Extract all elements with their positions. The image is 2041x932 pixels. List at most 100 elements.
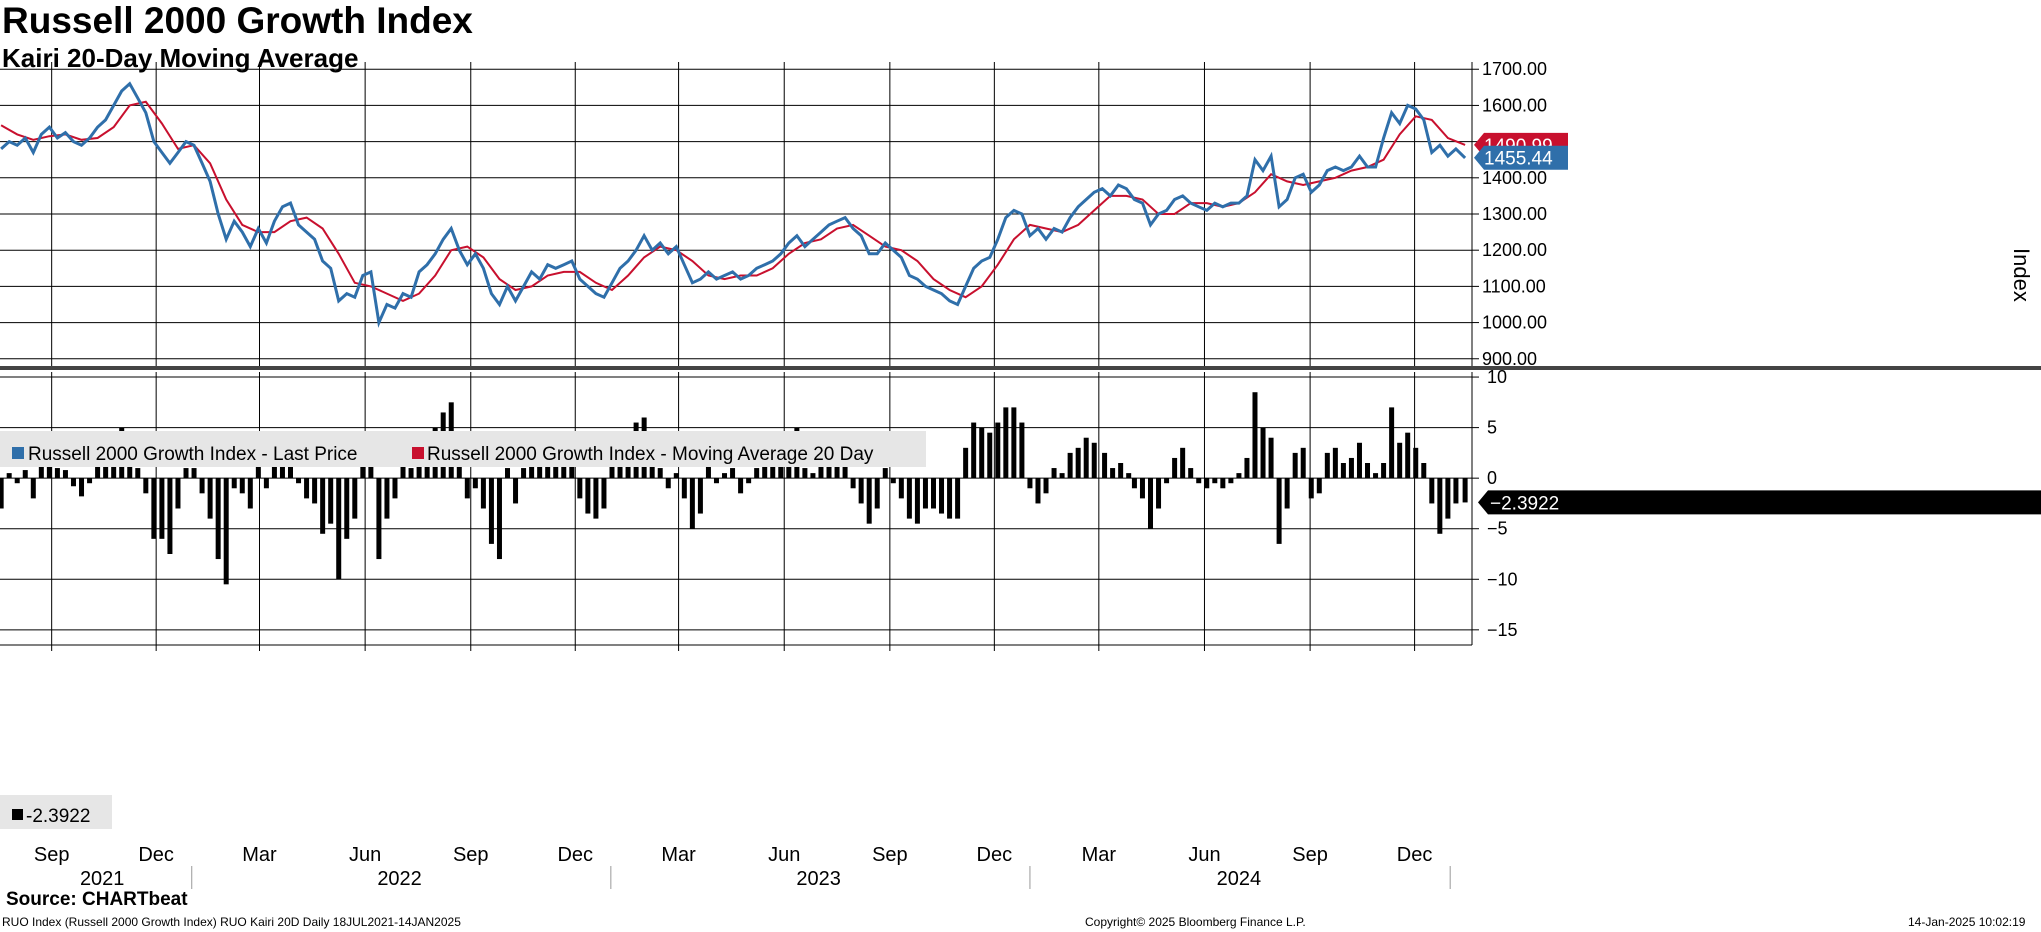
kairi-bars [0,392,1468,585]
kairi-bar [585,478,591,514]
kairi-bar [1284,478,1290,509]
axes: 1700.001600.001500.001400.001300.001200.… [0,59,2041,890]
kairi-bar [376,478,382,560]
kairi-bar [1075,447,1081,479]
kairi-bar [898,478,904,499]
kairi-bar [609,457,615,479]
kairi-bar [1172,457,1178,479]
kairi-bar [1373,473,1379,479]
y-tick-label: 1000.00 [1482,313,1547,333]
kairi-bar [1453,478,1459,504]
kairi-bar [505,468,511,479]
kairi-bar [0,478,4,509]
kairi-bar [320,478,326,534]
kairi-bar [754,468,760,479]
x-year-label: 2021 [80,868,125,890]
legends: Russell 2000 Growth Index - Last Price Ru… [0,431,926,829]
kairi-bar [1051,468,1057,479]
kairi-bar [874,478,880,509]
kairi-bar [1437,478,1443,534]
kairi-bar [1118,463,1124,479]
kairi-bar [464,478,470,499]
kairi-bar [1397,442,1403,479]
kairi-bar [995,422,1001,479]
kairi-bar [1011,407,1017,479]
price-last-badge: 1455.44 [1484,149,1553,170]
x-month-label: Dec [977,844,1013,866]
timestamp: 14-Jan-2025 10:02:19 [1908,915,2026,929]
kairi-bar [1139,478,1145,499]
kairi-bar [215,478,221,560]
kairi-bar [480,478,486,509]
kairi-bar [1148,478,1154,529]
kairi-bar [151,478,157,539]
kairi-bar [1228,478,1234,484]
legend-label-ma: Russell 2000 Growth Index - Moving Avera… [427,444,874,465]
kairi-bar [1180,447,1186,479]
bottom-panel-grid [0,372,1472,645]
kairi-bar [979,427,985,479]
kairi-bar [1102,452,1108,479]
kairi-bar [143,478,149,494]
kairi-bar [858,478,864,504]
kairi-bar [344,478,350,539]
kairi-bar [6,473,12,479]
kairi-bar [713,478,719,484]
y-tick-label: 1100.00 [1482,276,1546,296]
kairi-bar [553,457,559,479]
kairi-bar [1091,442,1097,479]
legend-swatch-price [12,447,24,459]
kairi-bar [987,432,993,479]
kairi-bar [1421,463,1427,479]
kairi-bar [1324,452,1330,479]
kairi-bar [199,478,205,494]
kairi-bar [1389,407,1395,479]
kairi-bar [456,457,462,479]
legend-swatch-kairi [12,809,23,820]
x-month-label: Sep [453,844,489,866]
kairi-bar [328,478,334,524]
x-month-label: Jun [1188,844,1220,866]
kairi-bar [914,478,920,524]
y-axis-title: Index [2009,248,2034,302]
kairi-bar [810,473,816,479]
chart-subtitle: Kairi 20-Day Moving Average [2,43,359,73]
kairi-bar [577,478,583,499]
kairi-bar [400,463,406,479]
y-tick-label: −10 [1487,569,1518,589]
kairi-bar [255,463,261,479]
kairi-bar [79,478,85,497]
kairi-bar [239,478,245,494]
kairi-bar [1316,478,1322,494]
kairi-bar [930,478,936,509]
kairi-bar [882,468,888,479]
kairi-bar [649,463,655,479]
panel-separator [0,366,2041,370]
kairi-bar [1212,478,1218,484]
kairi-bar [87,478,93,484]
kairi-bar [1019,422,1025,479]
kairi-bar [175,478,181,509]
kairi-bar [231,478,237,489]
copyright: Copyright© 2025 Bloomberg Finance L.P. [1085,915,1306,929]
kairi-bar [62,470,68,479]
kairi-bar [496,478,502,560]
kairi-bar [1332,447,1338,479]
kairi-bar [1405,432,1411,479]
kairi-bar [352,478,358,519]
legend-swatch-ma [412,447,424,459]
kairi-bar [1164,478,1170,484]
kairi-bar [770,463,776,479]
kairi-bar [1003,407,1009,479]
kairi-bar [1413,447,1419,479]
kairi-bar [392,478,398,499]
kairi-bar [1110,468,1116,479]
x-year-label: 2024 [1217,868,1262,890]
kairi-bar [866,478,872,524]
x-month-label: Dec [1397,844,1433,866]
y-tick-label: 1600.00 [1482,95,1547,115]
kairi-bar [601,478,607,509]
y-tick-label: 5 [1487,418,1497,438]
y-tick-label: 1700.00 [1482,59,1547,79]
kairi-bar [1236,473,1242,479]
